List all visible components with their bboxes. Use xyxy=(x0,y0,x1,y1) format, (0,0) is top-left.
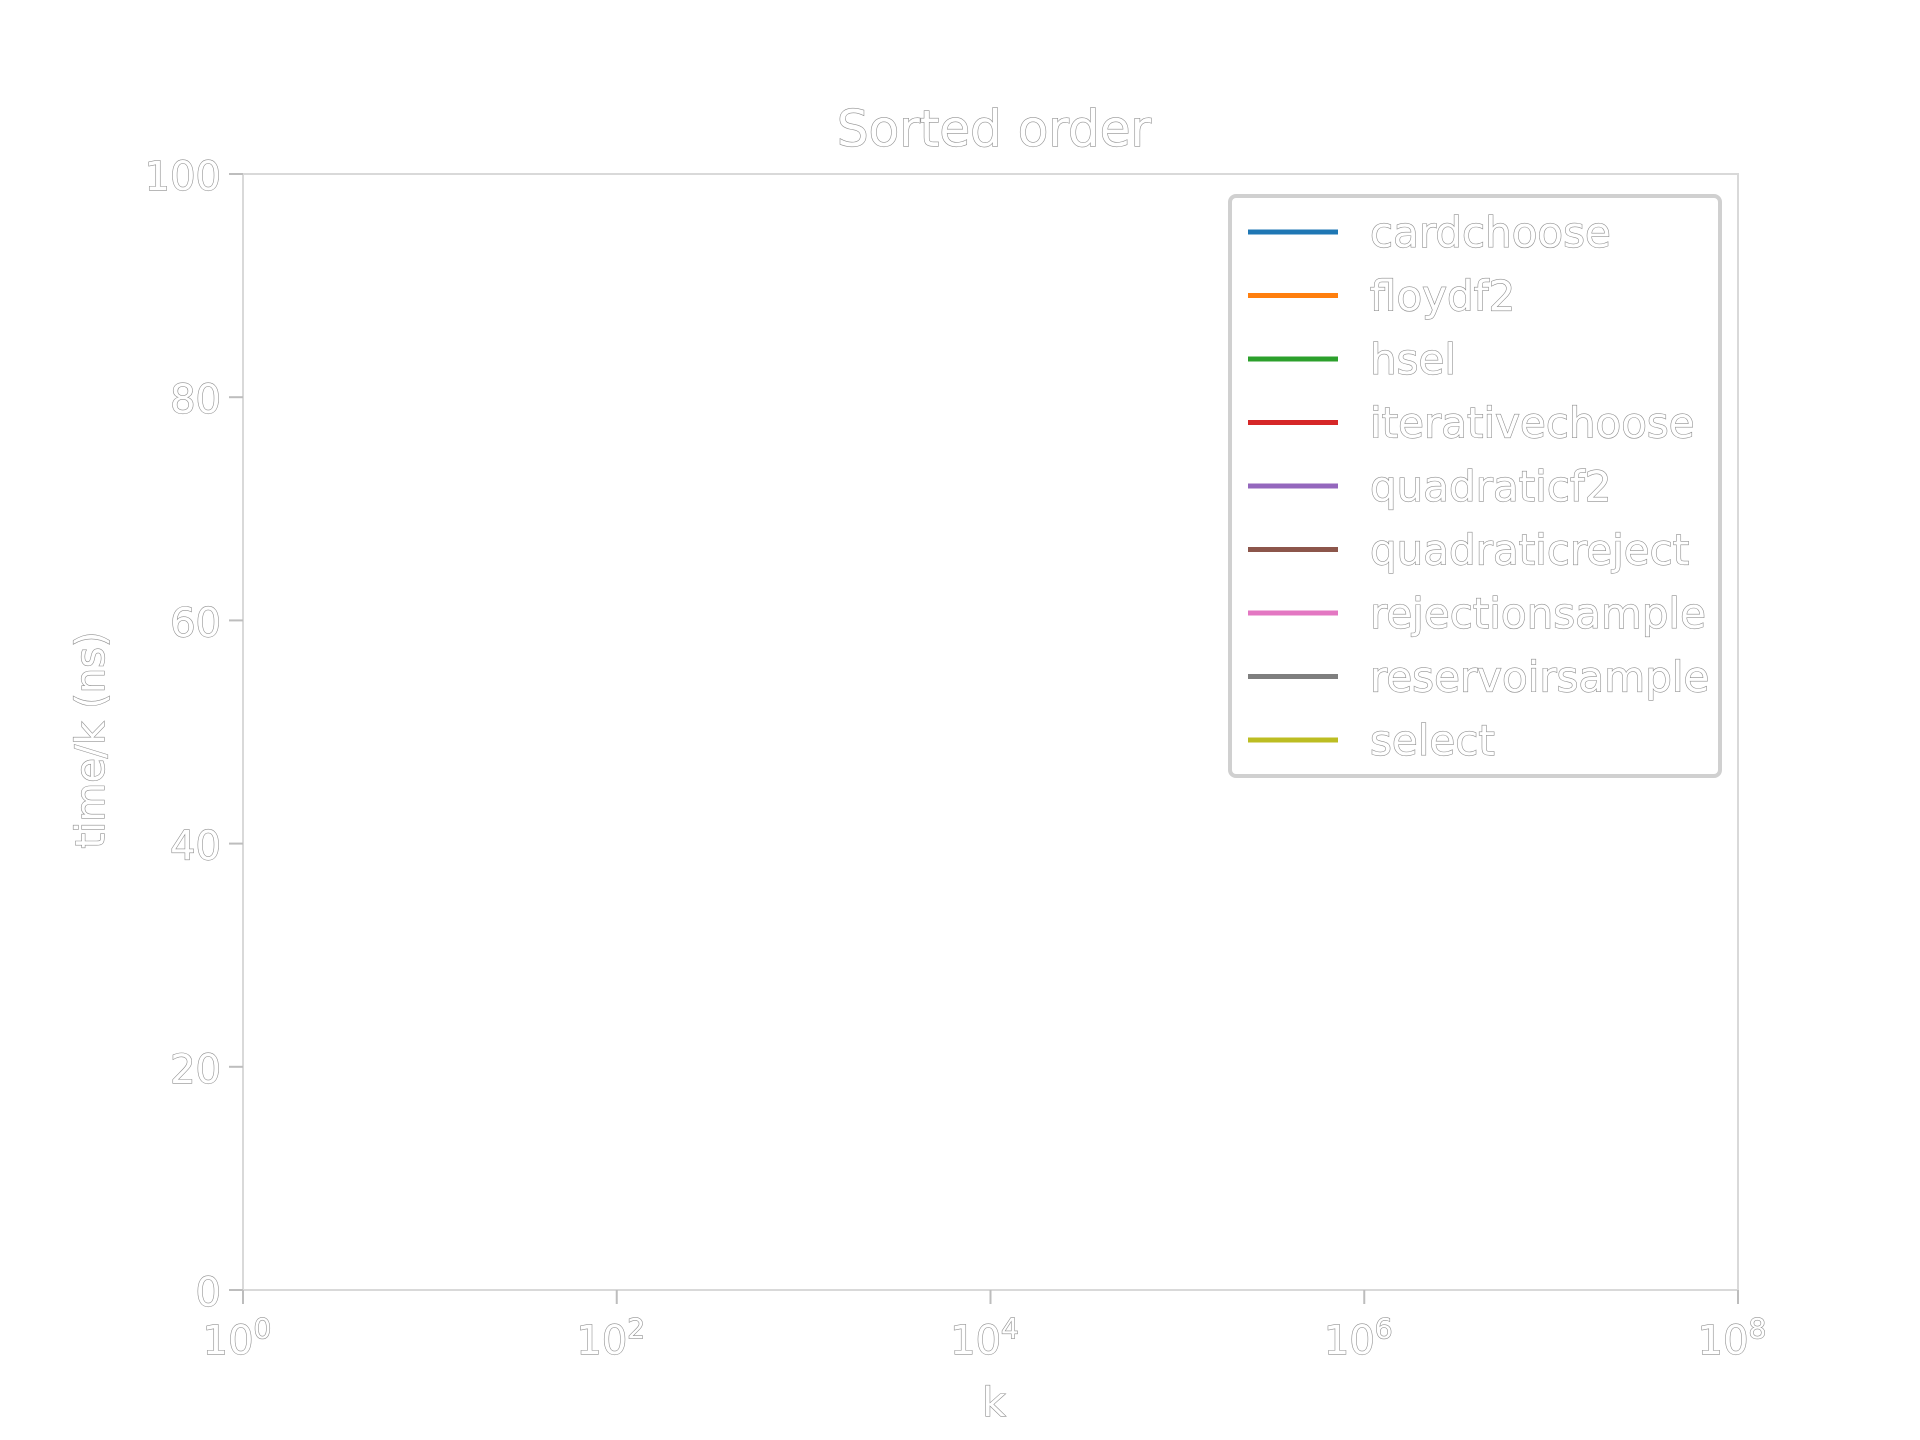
legend-label: hsel xyxy=(1370,335,1456,384)
y-axis-label: time/k (ns) xyxy=(68,631,114,848)
legend-label: select xyxy=(1370,716,1495,765)
chart-title: Sorted order xyxy=(837,100,1152,158)
legend-label: iterativechoose xyxy=(1370,399,1695,448)
y-tick-label: 20 xyxy=(170,1047,221,1093)
y-tick-label: 100 xyxy=(145,154,221,200)
legend-box xyxy=(1228,194,1722,778)
x-axis: 100 102 104 106 108 xyxy=(202,1290,1767,1365)
legend-label: quadraticreject xyxy=(1370,526,1689,575)
x-tick-label: 100 xyxy=(203,1312,272,1364)
y-tick-label: 40 xyxy=(170,824,221,870)
legend-label: floydf2 xyxy=(1370,272,1515,321)
x-axis-label: k xyxy=(982,1380,1006,1426)
y-tick-label: 0 xyxy=(196,1270,221,1316)
legend-label: reservoirsample xyxy=(1370,653,1709,702)
y-tick-label: 60 xyxy=(170,600,221,646)
x-tick-label: 108 xyxy=(1698,1312,1767,1364)
x-tick-label: 102 xyxy=(576,1312,645,1364)
legend-label: quadraticf2 xyxy=(1370,462,1611,511)
y-tick-label: 80 xyxy=(170,377,221,423)
y-axis: 0 20 40 60 80 100 xyxy=(144,153,243,1317)
legend: cardchoose floydf2 hsel iterativechoose quad… xyxy=(1228,194,1722,778)
legend-label: rejectionsample xyxy=(1370,589,1706,638)
legend-label: cardchoose xyxy=(1370,208,1611,257)
x-tick-label: 104 xyxy=(950,1312,1019,1364)
x-tick-label: 106 xyxy=(1324,1312,1393,1364)
